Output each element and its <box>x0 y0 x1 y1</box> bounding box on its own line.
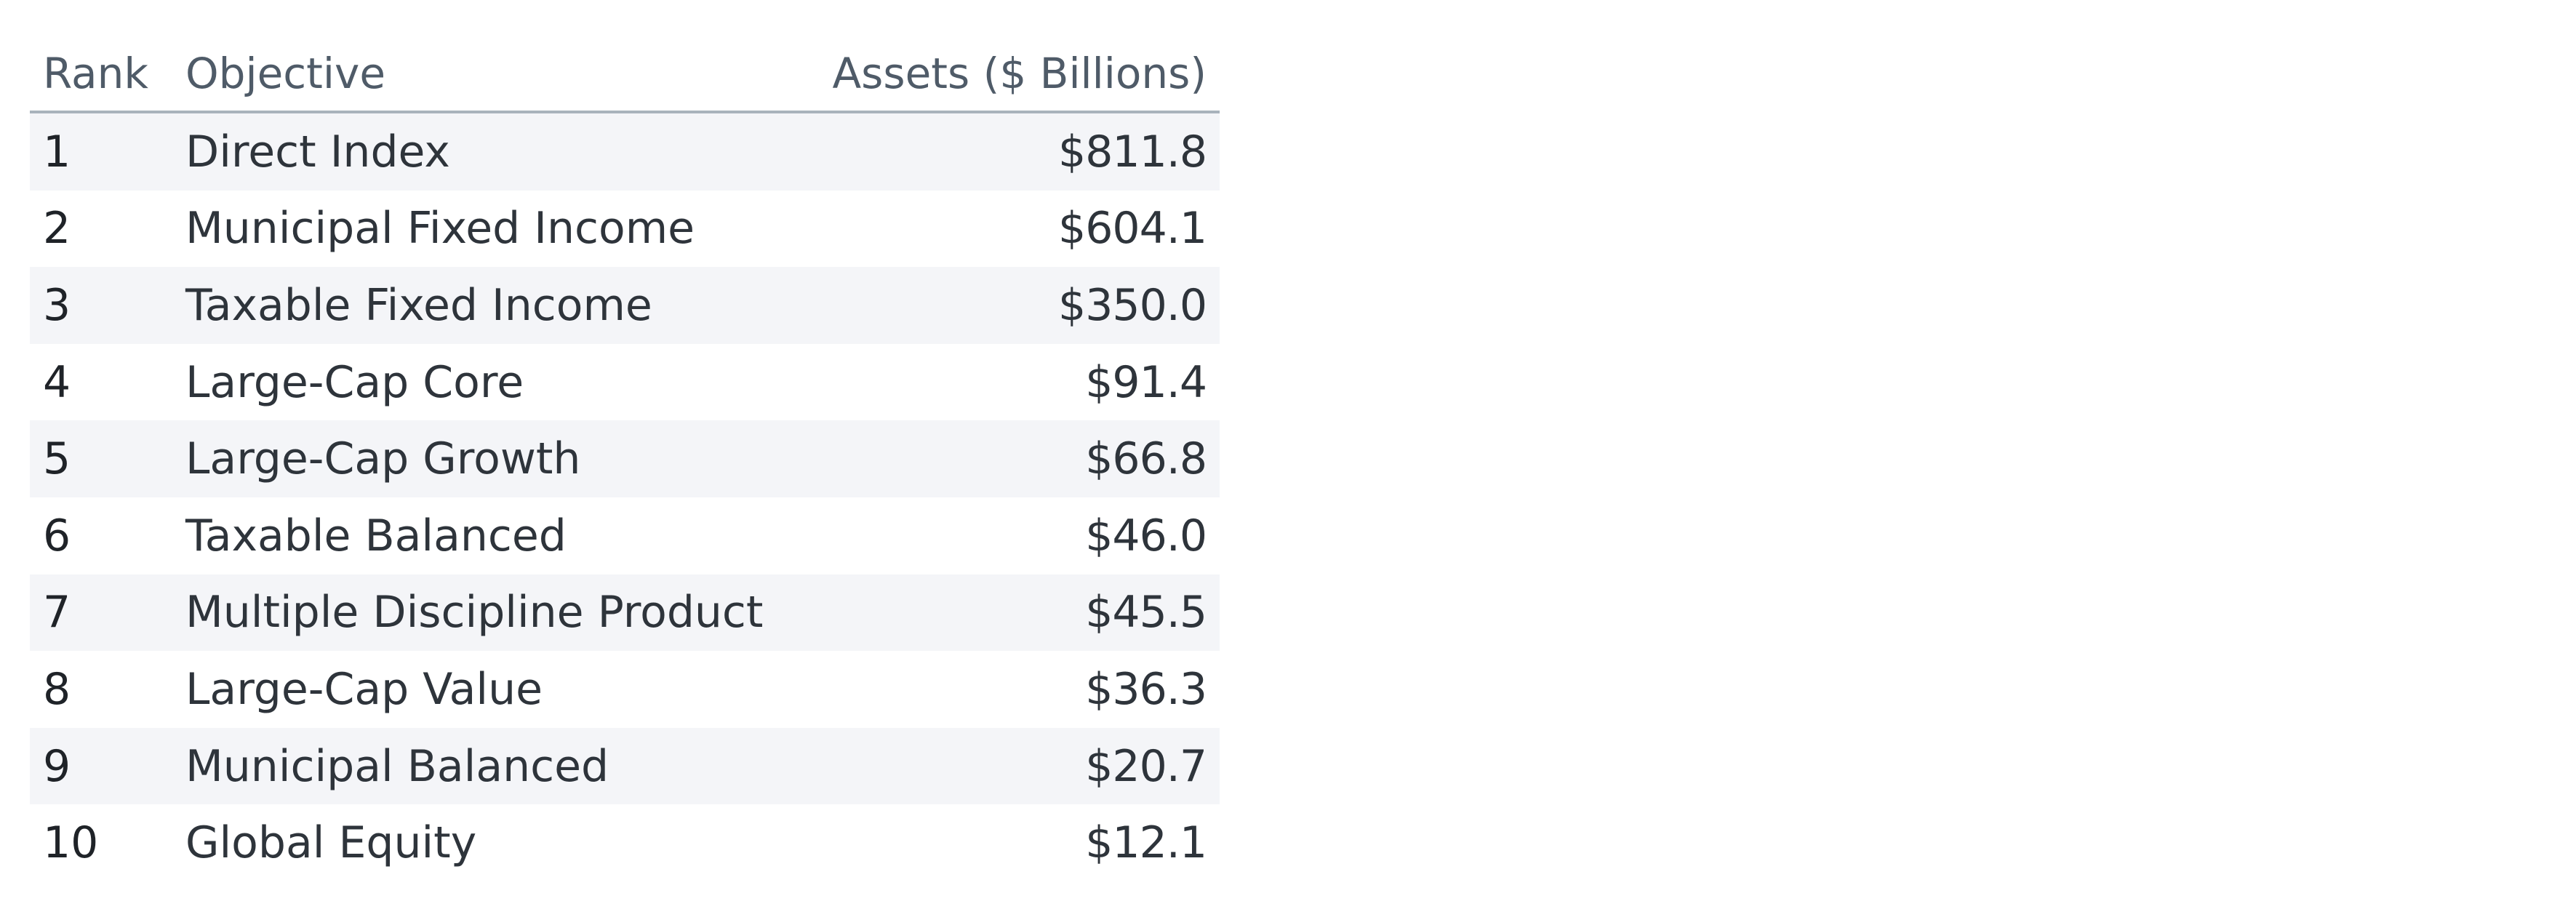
assets-cell: $811.8 <box>754 112 1220 191</box>
objective-cell: Direct Index <box>172 112 754 191</box>
table-body: 1 Direct Index $811.8 2 Municipal Fixed … <box>30 112 1220 881</box>
assets-by-objective-table: Rank Objective Assets ($ Billions) 1 Dir… <box>30 36 1220 881</box>
table-row: 8 Large-Cap Value $36.3 <box>30 651 1220 728</box>
rank-column-header: Rank <box>30 36 172 113</box>
table-row: 9 Municipal Balanced $20.7 <box>30 727 1220 805</box>
table-row: 6 Taxable Balanced $46.0 <box>30 497 1220 574</box>
table-row: 5 Large-Cap Growth $66.8 <box>30 420 1220 497</box>
assets-cell: $46.0 <box>754 497 1220 574</box>
rank-cell: 8 <box>30 651 172 728</box>
table-header: Rank Objective Assets ($ Billions) <box>30 36 1220 113</box>
objective-cell: Large-Cap Value <box>172 651 754 728</box>
rank-cell: 9 <box>30 727 172 805</box>
assets-cell: $36.3 <box>754 651 1220 728</box>
table-row: 2 Municipal Fixed Income $604.1 <box>30 190 1220 268</box>
rank-cell: 4 <box>30 343 172 421</box>
table-row: 7 Multiple Discipline Product $45.5 <box>30 574 1220 652</box>
rank-cell: 7 <box>30 574 172 652</box>
assets-cell: $45.5 <box>754 574 1220 652</box>
table-row: 1 Direct Index $811.8 <box>30 112 1220 191</box>
assets-cell: $66.8 <box>754 420 1220 497</box>
assets-cell: $20.7 <box>754 727 1220 805</box>
objective-cell: Large-Cap Growth <box>172 420 754 497</box>
rank-cell: 6 <box>30 497 172 574</box>
assets-cell: $350.0 <box>754 267 1220 344</box>
objective-column-header: Objective <box>172 36 754 113</box>
assets-table-container: Rank Objective Assets ($ Billions) 1 Dir… <box>30 36 1220 881</box>
rank-cell: 1 <box>30 112 172 191</box>
rank-cell: 5 <box>30 420 172 497</box>
assets-column-header: Assets ($ Billions) <box>754 36 1220 113</box>
assets-cell: $604.1 <box>754 190 1220 268</box>
objective-cell: Taxable Balanced <box>172 497 754 574</box>
rank-cell: 2 <box>30 190 172 268</box>
objective-cell: Multiple Discipline Product <box>172 574 763 652</box>
table-row: 3 Taxable Fixed Income $350.0 <box>30 267 1220 344</box>
table-row: 4 Large-Cap Core $91.4 <box>30 343 1220 421</box>
objective-cell: Global Equity <box>172 804 754 881</box>
header-row: Rank Objective Assets ($ Billions) <box>30 36 1220 113</box>
table-row: 10 Global Equity $12.1 <box>30 804 1220 881</box>
rank-cell: 10 <box>30 804 172 881</box>
objective-cell: Municipal Balanced <box>172 727 754 805</box>
objective-cell: Municipal Fixed Income <box>172 190 754 268</box>
objective-cell: Large-Cap Core <box>172 343 754 421</box>
objective-cell: Taxable Fixed Income <box>172 267 754 344</box>
rank-cell: 3 <box>30 267 172 344</box>
assets-cell: $12.1 <box>754 804 1220 881</box>
assets-cell: $91.4 <box>754 343 1220 421</box>
